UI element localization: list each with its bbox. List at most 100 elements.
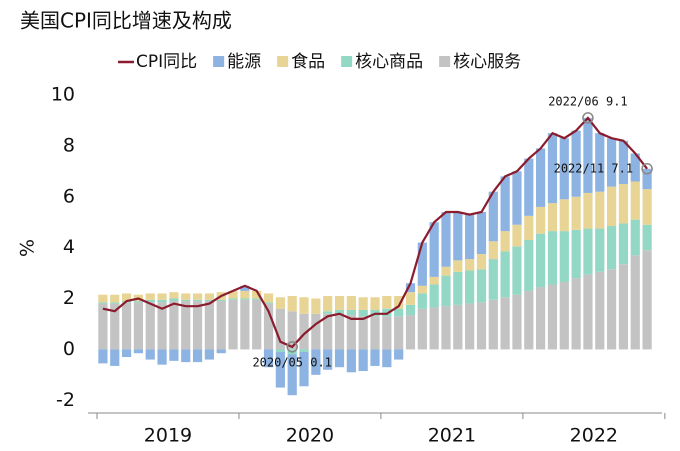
legend-label: 能源	[227, 52, 261, 72]
bar-segment	[453, 271, 463, 305]
legend-label: CPI同比	[136, 52, 197, 72]
bar-segment	[145, 302, 155, 350]
bar-segment	[299, 313, 309, 350]
bar-segment	[287, 295, 297, 312]
bar-segment	[358, 309, 368, 317]
bar-segment	[358, 349, 368, 372]
bar-segment	[405, 292, 416, 305]
legend-swatch	[439, 56, 451, 67]
bar-segment	[488, 299, 498, 350]
bar-segment	[524, 158, 534, 216]
bar-segment	[607, 138, 617, 187]
bar-segment	[358, 297, 368, 310]
bar-segment	[323, 349, 333, 370]
annotation-label: 2022/11 7.1	[554, 161, 633, 175]
bar-segment	[240, 285, 250, 291]
bar-segment	[145, 349, 155, 360]
bar-segment	[642, 224, 652, 251]
bar-segment	[536, 287, 546, 350]
bar-segment	[157, 302, 167, 350]
bar-segment	[476, 302, 487, 350]
bar-segment	[488, 241, 498, 260]
bar-segment	[583, 228, 593, 275]
bar-segment	[157, 293, 167, 300]
bar-segment	[145, 299, 155, 303]
legend-label: 食品	[291, 52, 325, 72]
bar-segment	[405, 304, 416, 316]
bar-segment	[417, 285, 427, 294]
bar-segment	[287, 311, 297, 350]
bar-segment	[204, 299, 214, 302]
bar-segment	[429, 284, 439, 308]
bar-segment	[559, 138, 569, 200]
bar-segment	[607, 226, 617, 270]
bar-segment	[311, 313, 321, 350]
bar-segment	[382, 295, 392, 309]
bar-segment	[441, 275, 451, 307]
bar-segment	[157, 349, 167, 365]
bar-segment	[110, 303, 120, 350]
bar-segment	[169, 349, 179, 361]
annotation-marker	[641, 163, 653, 175]
bar-segment	[571, 229, 581, 279]
bar-segment	[536, 148, 546, 207]
bar-segment	[240, 298, 250, 300]
bar-segment	[488, 191, 498, 242]
cpi-line	[102, 116, 648, 349]
bar-segment	[618, 140, 629, 185]
bar-segment	[181, 301, 191, 350]
annotation-marker	[582, 112, 594, 124]
annotation-label: 2020/05 0.1	[252, 355, 331, 369]
bar-segment	[169, 301, 179, 350]
bar-segment	[145, 293, 155, 300]
bar-segment	[133, 349, 144, 354]
bar-segment	[133, 302, 144, 350]
bar-segment	[157, 299, 167, 303]
bar-segment	[110, 349, 120, 366]
bar-segment	[299, 349, 309, 352]
bar-segment	[334, 315, 345, 350]
bar-segment	[595, 271, 605, 350]
bar-segment	[110, 302, 120, 304]
y-tick-label: 8	[63, 134, 75, 156]
bar-segment	[583, 192, 593, 229]
bar-segment	[263, 302, 274, 304]
bar-segment	[240, 290, 250, 299]
bar-segment	[630, 181, 640, 220]
bar-segment	[642, 168, 652, 190]
bar-segment	[98, 303, 108, 350]
bar-segment	[547, 133, 558, 204]
bar-segment	[110, 294, 120, 303]
bar-segment	[571, 196, 581, 230]
annotation-label: 2022/06 9.1	[548, 94, 627, 108]
bar-segment	[607, 186, 617, 227]
bar-segment	[630, 219, 640, 256]
bar-segment	[98, 294, 108, 303]
bar-segment	[334, 349, 345, 368]
bar-segment	[453, 304, 463, 350]
bar-segment	[476, 269, 487, 303]
bar-segment	[453, 260, 463, 272]
bar-segment	[323, 295, 333, 312]
bar-segment	[346, 315, 356, 350]
bar-segment	[630, 153, 640, 182]
bar-segment	[346, 349, 356, 373]
bar-segment	[228, 299, 238, 350]
bar-segment	[228, 298, 238, 300]
bar-segment	[252, 299, 262, 350]
legend-label: 核心服务	[453, 52, 521, 72]
bar-segment	[595, 191, 605, 229]
bar-segment	[500, 176, 510, 232]
bar-segment	[536, 206, 546, 234]
bar-segment	[595, 133, 605, 192]
bar-segment	[607, 269, 617, 350]
bar-segment	[323, 313, 333, 350]
bar-segment	[192, 301, 203, 350]
bar-segment	[595, 228, 605, 272]
bar-segment	[536, 233, 546, 288]
bar-segment	[181, 293, 191, 300]
bar-segment	[263, 293, 274, 303]
bar-segment	[583, 117, 593, 193]
bar-segment	[642, 250, 652, 350]
